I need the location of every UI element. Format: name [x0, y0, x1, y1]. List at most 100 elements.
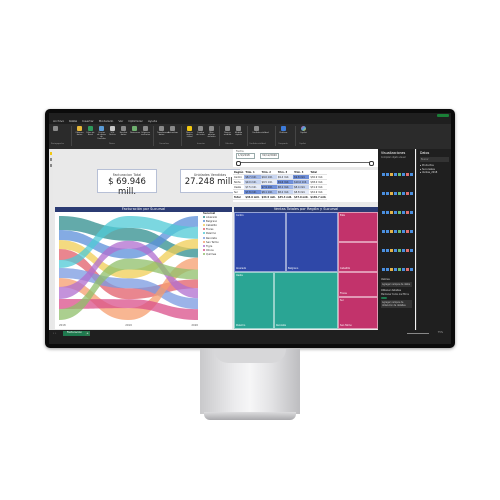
visual-type-icon[interactable] — [401, 172, 405, 176]
visual-type-icon[interactable] — [393, 210, 397, 214]
table-row[interactable]: Sur $7.8 mill. $8.1 mill. $8.2 mill. $8.8 mi… — [233, 189, 328, 195]
table-view-icon[interactable] — [50, 158, 52, 161]
slider-handle-end[interactable] — [369, 160, 374, 166]
treemap-tile[interactable]: Sur San Telmo — [338, 297, 378, 329]
new-visual-button[interactable]: Nuevo objeto visual — [185, 126, 194, 138]
visual-type-icon[interactable] — [397, 191, 401, 195]
data-table-item[interactable]: ▸ Sucursales — [420, 167, 435, 171]
legend-item[interactable]: Alvarado — [203, 216, 231, 220]
visual-type-icon[interactable] — [381, 191, 385, 195]
publish-button[interactable]: Publicar — [279, 126, 288, 134]
visual-type-icon[interactable] — [401, 210, 405, 214]
legend-item[interactable]: Caballito — [203, 224, 231, 228]
visual-type-icon[interactable] — [381, 210, 385, 214]
visual-type-icon[interactable] — [397, 229, 401, 233]
visual-type-icon[interactable] — [385, 172, 389, 176]
legend-item[interactable]: Flores — [203, 228, 231, 232]
tab-modelado[interactable]: Modelado — [98, 119, 114, 123]
model-view-icon[interactable] — [50, 164, 52, 167]
visual-type-icon[interactable] — [397, 210, 401, 214]
visual-type-icon[interactable] — [381, 248, 385, 252]
report-view-icon[interactable] — [50, 152, 52, 155]
visual-type-icon[interactable] — [405, 229, 409, 233]
sankey-stream[interactable] — [59, 216, 198, 259]
data-table-item[interactable]: ▸ Productos — [420, 164, 434, 167]
sankey-stream[interactable] — [59, 299, 198, 320]
new-measure-button[interactable]: Nueva medida — [223, 126, 232, 136]
tab-optimizar[interactable]: Optimizar — [128, 119, 143, 123]
visual-type-icon[interactable] — [405, 210, 409, 214]
visual-type-icon[interactable] — [385, 229, 389, 233]
visual-type-icon[interactable] — [401, 248, 405, 252]
data-table-item[interactable]: ▸ Ventas_2018 — [420, 171, 438, 175]
visual-type-icon[interactable] — [393, 229, 397, 233]
visual-type-icon[interactable] — [389, 267, 393, 271]
onelake-button[interactable]: Centro de datos de OneLake — [97, 126, 106, 140]
get-data-button[interactable]: Obtener datos — [75, 126, 84, 136]
refresh-button[interactable]: Actualizar — [168, 126, 178, 134]
visual-type-icon[interactable] — [385, 267, 389, 271]
visual-type-icon[interactable] — [409, 210, 413, 214]
visual-type-icon[interactable] — [389, 172, 393, 176]
table-row[interactable]: Centro $8.7 mill. $9.0 mill. $9.4 mill. $9.8… — [233, 174, 328, 180]
page-nav-arrows[interactable]: ‹ › — [53, 331, 57, 335]
copilot-button[interactable]: Copilot — [299, 126, 308, 134]
visual-type-icon[interactable] — [401, 267, 405, 271]
visual-type-icon[interactable] — [409, 267, 413, 271]
visual-type-icon[interactable] — [405, 191, 409, 195]
visual-type-icon[interactable] — [409, 191, 413, 195]
enter-data-button[interactable]: Escribir datos — [119, 126, 128, 136]
region-matrix[interactable]: Región Trim. 1 Trim. 2 Trim. 3 Trim. 4 Total … — [233, 170, 378, 202]
table-row[interactable]: Oeste $7.5 mill. $7.9 mill. $8.1 mill. $8.4 … — [233, 184, 328, 190]
treemap-tile[interactable]: Recoleta — [274, 272, 338, 329]
visual-type-icon[interactable] — [401, 191, 405, 195]
legend-item[interactable]: Palermo — [203, 232, 231, 236]
slider-handle-start[interactable] — [236, 160, 241, 166]
kpi-card-unidades[interactable]: Unidades Vendidas 27.248 mill. — [180, 169, 240, 193]
legend-item[interactable]: Olivos — [203, 248, 231, 253]
visual-type-icon[interactable] — [385, 191, 389, 195]
legend-item[interactable]: Quilmes — [203, 252, 231, 257]
tab-archivo[interactable]: Archivo — [53, 119, 65, 123]
treemap-tile[interactable]: Oeste Palermo — [234, 272, 274, 329]
page-tab[interactable]: Facturacion — [63, 331, 86, 336]
tab-ayuda[interactable]: Ayuda — [147, 119, 158, 123]
kpi-card-facturacion[interactable]: Facturacion Total $ 69.946 mill. — [97, 169, 157, 197]
share-button[interactable] — [437, 114, 449, 117]
visual-type-icon[interactable] — [409, 229, 413, 233]
sankey-stream[interactable] — [59, 258, 198, 320]
visual-type-icon[interactable] — [397, 267, 401, 271]
tab-insertar[interactable]: Insertar — [82, 119, 94, 123]
visual-type-icon[interactable] — [401, 229, 405, 233]
zoom-level[interactable]: 75% — [437, 331, 443, 334]
visual-type-icon[interactable] — [405, 267, 409, 271]
text-box-button[interactable]: Cuadro de texto — [196, 126, 205, 136]
legend-item[interactable]: San Telmo — [203, 240, 231, 245]
treemap-tile[interactable]: Caballito — [338, 242, 378, 272]
sankey-stream[interactable] — [59, 216, 198, 268]
tab-ver[interactable]: Ver — [118, 119, 124, 123]
visual-type-icon[interactable] — [385, 210, 389, 214]
date-slicer[interactable]: Fecha 1/1/2018 31/12/2020 — [233, 149, 378, 167]
values-well[interactable]: Agregar campos de datos — [381, 282, 412, 287]
visual-type-icon[interactable] — [409, 172, 413, 176]
recent-sources-button[interactable]: Orígenes recientes — [141, 126, 150, 136]
start-date-input[interactable]: 1/1/2018 — [236, 153, 255, 159]
visual-type-icon[interactable] — [381, 267, 385, 271]
visual-type-icon[interactable] — [405, 172, 409, 176]
data-search-input[interactable]: Buscar — [420, 157, 449, 162]
visual-type-icon[interactable] — [393, 267, 397, 271]
end-date-input[interactable]: 31/12/2020 — [260, 153, 279, 159]
visual-type-icon[interactable] — [393, 191, 397, 195]
transform-button[interactable]: Transformar datos — [157, 126, 169, 136]
treemap-tile[interactable]: Este — [338, 212, 378, 242]
sql-button[interactable]: SQL Server — [108, 126, 117, 136]
visual-type-icon[interactable] — [389, 191, 393, 195]
legend-item[interactable]: Recoleta — [203, 236, 231, 241]
visual-type-icon[interactable] — [389, 210, 393, 214]
sankey-stream[interactable] — [59, 268, 198, 310]
visual-type-icon[interactable] — [409, 248, 413, 252]
visual-type-icon[interactable] — [397, 248, 401, 252]
keep-filters-toggle[interactable] — [381, 297, 387, 299]
visual-type-icon[interactable] — [393, 172, 397, 176]
